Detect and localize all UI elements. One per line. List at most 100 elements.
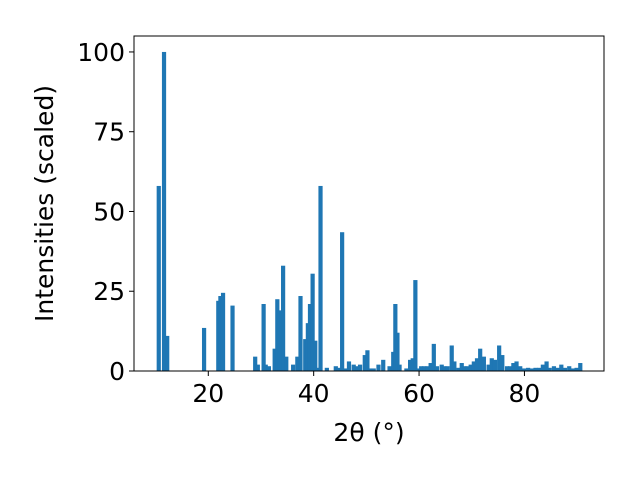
bar (489, 358, 494, 371)
bar (367, 368, 373, 371)
bar (413, 280, 418, 371)
bar (462, 366, 467, 371)
y-axis-label: Intensities (scaled) (30, 85, 59, 322)
bar (471, 361, 476, 371)
x-tick-label: 20 (192, 379, 224, 408)
bar (310, 273, 315, 371)
bar (371, 368, 376, 371)
bar (351, 364, 356, 371)
bar (216, 300, 221, 371)
bar (340, 232, 345, 371)
bar (298, 296, 303, 371)
bar (218, 296, 223, 371)
y-tick-label: 100 (77, 38, 125, 67)
bar (165, 335, 170, 371)
bar (574, 367, 579, 371)
bar (220, 292, 226, 371)
bar (544, 361, 549, 371)
bar (161, 51, 167, 371)
bar (533, 367, 538, 371)
bar (381, 359, 386, 371)
bar (255, 364, 260, 371)
bar (357, 364, 363, 371)
bar (397, 364, 402, 371)
bar (291, 364, 296, 371)
bar (201, 327, 207, 371)
bar (500, 355, 505, 371)
bar (567, 366, 572, 371)
y-tick-label: 0 (109, 357, 125, 386)
bar (537, 367, 542, 371)
bar (434, 366, 440, 371)
bar (343, 368, 348, 371)
bar (395, 332, 400, 371)
bar (272, 348, 277, 371)
bar (540, 364, 545, 371)
bar (230, 305, 235, 371)
bar (253, 356, 258, 371)
bar (449, 345, 454, 371)
bar (456, 367, 461, 371)
plot-frame (133, 35, 605, 372)
x-tick-label: 40 (298, 379, 330, 408)
bar (439, 364, 444, 371)
bar (281, 265, 286, 371)
bar (425, 366, 430, 371)
bar (391, 351, 396, 371)
bar (275, 299, 280, 371)
y-tick-label: 75 (93, 118, 125, 147)
bar (555, 367, 560, 371)
bar (307, 304, 313, 371)
y-tick-label: 50 (93, 197, 125, 226)
bar (277, 310, 283, 371)
bar (521, 368, 527, 371)
y-tick-label: 25 (93, 277, 125, 306)
bar (529, 368, 534, 371)
bar (442, 366, 447, 371)
bar (419, 366, 424, 371)
bar (578, 363, 583, 371)
bar (508, 366, 513, 371)
bar (346, 361, 352, 371)
bar (486, 364, 491, 371)
bar (336, 367, 342, 371)
bar (376, 364, 381, 371)
bar (468, 364, 473, 371)
bar (422, 366, 427, 371)
bar (504, 366, 510, 371)
bar (266, 366, 271, 371)
bar (410, 358, 415, 371)
bar (318, 185, 323, 371)
bar (428, 363, 433, 371)
y-axis: 0 25 50 75 100 (77, 38, 134, 386)
bar (355, 366, 360, 371)
bar (474, 358, 480, 371)
bar (303, 339, 308, 371)
bar (404, 368, 409, 371)
bar (514, 361, 519, 371)
x-tick-label: 60 (403, 379, 435, 408)
bar (547, 367, 552, 371)
x-tick-label: 80 (509, 379, 541, 408)
bar (465, 366, 470, 371)
bar (408, 359, 413, 371)
bar (362, 355, 367, 371)
bar (156, 185, 161, 371)
bar (570, 368, 576, 371)
bar (263, 364, 268, 371)
bar (313, 340, 318, 371)
bar (562, 367, 568, 371)
bar (526, 367, 531, 371)
bar (365, 350, 370, 371)
bar (333, 366, 338, 371)
bars-group (156, 51, 583, 371)
bar (261, 304, 266, 371)
bar (324, 367, 329, 371)
bar (284, 356, 289, 371)
bar (452, 361, 457, 371)
bar (415, 368, 421, 371)
bar (478, 348, 483, 371)
bar (387, 366, 392, 371)
